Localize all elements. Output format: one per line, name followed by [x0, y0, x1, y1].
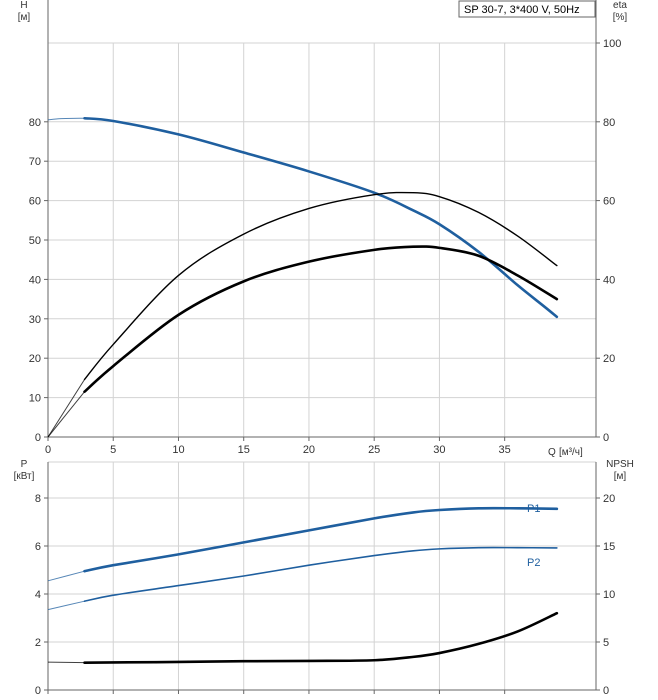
eta-axis-label: eta	[613, 0, 627, 11]
power-left-tick-label: 6	[35, 541, 41, 553]
power-left-tick-label: 8	[35, 493, 41, 505]
power-left-tick-label: 4	[35, 589, 41, 601]
pump_efficiency-curve	[83, 245, 559, 393]
power-right-tick-label: 5	[603, 637, 609, 649]
p2-curve	[83, 546, 558, 602]
head-left-tick-label: 60	[29, 196, 41, 208]
head-curve	[83, 116, 559, 319]
head-axis-label: H	[20, 0, 27, 11]
p1-curve	[83, 506, 559, 573]
p2-extrapolated-curve	[47, 600, 85, 611]
p2-legend: P2	[527, 557, 540, 569]
head-x-tick-label: 35	[499, 444, 511, 456]
p1-legend: P1	[527, 503, 540, 515]
head-x-tick-label: 10	[172, 444, 184, 456]
pump_efficiency-extrapolated-curve	[47, 391, 85, 438]
head-right-tick-label: 80	[603, 117, 615, 129]
npsh-axis-unit: [м]	[614, 471, 627, 482]
head-curves	[47, 116, 559, 438]
power-left-tick-label: 0	[35, 685, 41, 697]
head-extrapolated-curve	[47, 117, 85, 121]
head-x-tick-label: 30	[433, 444, 445, 456]
flow-axis-label: Q	[548, 447, 556, 458]
power-ticks: 0 2 4 6 8 0 5 10 15 20	[35, 493, 615, 697]
head-x-tick-label: 20	[303, 444, 315, 456]
head-x-tick-label: 15	[238, 444, 250, 456]
head-efficiency-panel: 0 10 20 30 40 50 60 70 80 0 20 40 60 80 100 0 5 10 15 20 25 3…	[18, 0, 628, 458]
p1-extrapolated-curve	[47, 570, 85, 582]
head-left-tick-label: 40	[29, 274, 41, 286]
npsh-axis-label: NPSH	[606, 459, 634, 470]
head-right-tick-label: 0	[603, 432, 609, 444]
efficiency-extrapolated-curve	[47, 379, 85, 438]
head-left-tick-label: 30	[29, 314, 41, 326]
head-right-tick-label: 20	[603, 353, 615, 365]
eta-axis-unit: [%]	[613, 12, 628, 23]
head-grid	[48, 42, 596, 437]
model-title: SP 30-7, 3*400 V, 50Hz	[464, 4, 580, 16]
power-left-tick-label: 2	[35, 637, 41, 649]
efficiency-curve	[83, 191, 558, 381]
power-axis-label: P	[21, 459, 28, 470]
head-ticks: 0 10 20 30 40 50 60 70 80 0 20 40 60 80 100 0 5 10 15 20 25 3…	[29, 38, 622, 456]
npsh-curve	[83, 611, 559, 664]
head-x-tick-label: 5	[110, 444, 116, 456]
model-title-box	[458, 0, 596, 18]
head-left-tick-label: 10	[29, 393, 41, 405]
head-axis-unit: [м]	[18, 12, 31, 23]
head-x-tick-label: 25	[368, 444, 380, 456]
power-right-tick-label: 10	[603, 589, 615, 601]
head-left-tick-label: 20	[29, 353, 41, 365]
power-curves	[47, 506, 559, 664]
head-left-tick-label: 70	[29, 156, 41, 168]
power-right-tick-label: 20	[603, 493, 615, 505]
head-left-tick-label: 80	[29, 117, 41, 129]
head-right-tick-label: 60	[603, 196, 615, 208]
power-npsh-panel: 0 2 4 6 8 0 5 10 15 20 P [кВт] NPSH [м] P1 P2	[14, 459, 634, 697]
head-x-tick-label: 0	[45, 444, 51, 456]
power-grid	[48, 461, 596, 690]
power-right-tick-label: 15	[603, 541, 615, 553]
head-right-tick-label: 100	[603, 38, 621, 50]
head-right-tick-label: 40	[603, 274, 615, 286]
power-right-tick-label: 0	[603, 685, 609, 697]
head-left-tick-label: 50	[29, 235, 41, 247]
head-left-tick-label: 0	[35, 432, 41, 444]
flow-axis-unit: [м³/ч]	[559, 447, 583, 458]
power-axis-unit: [кВт]	[14, 471, 35, 482]
